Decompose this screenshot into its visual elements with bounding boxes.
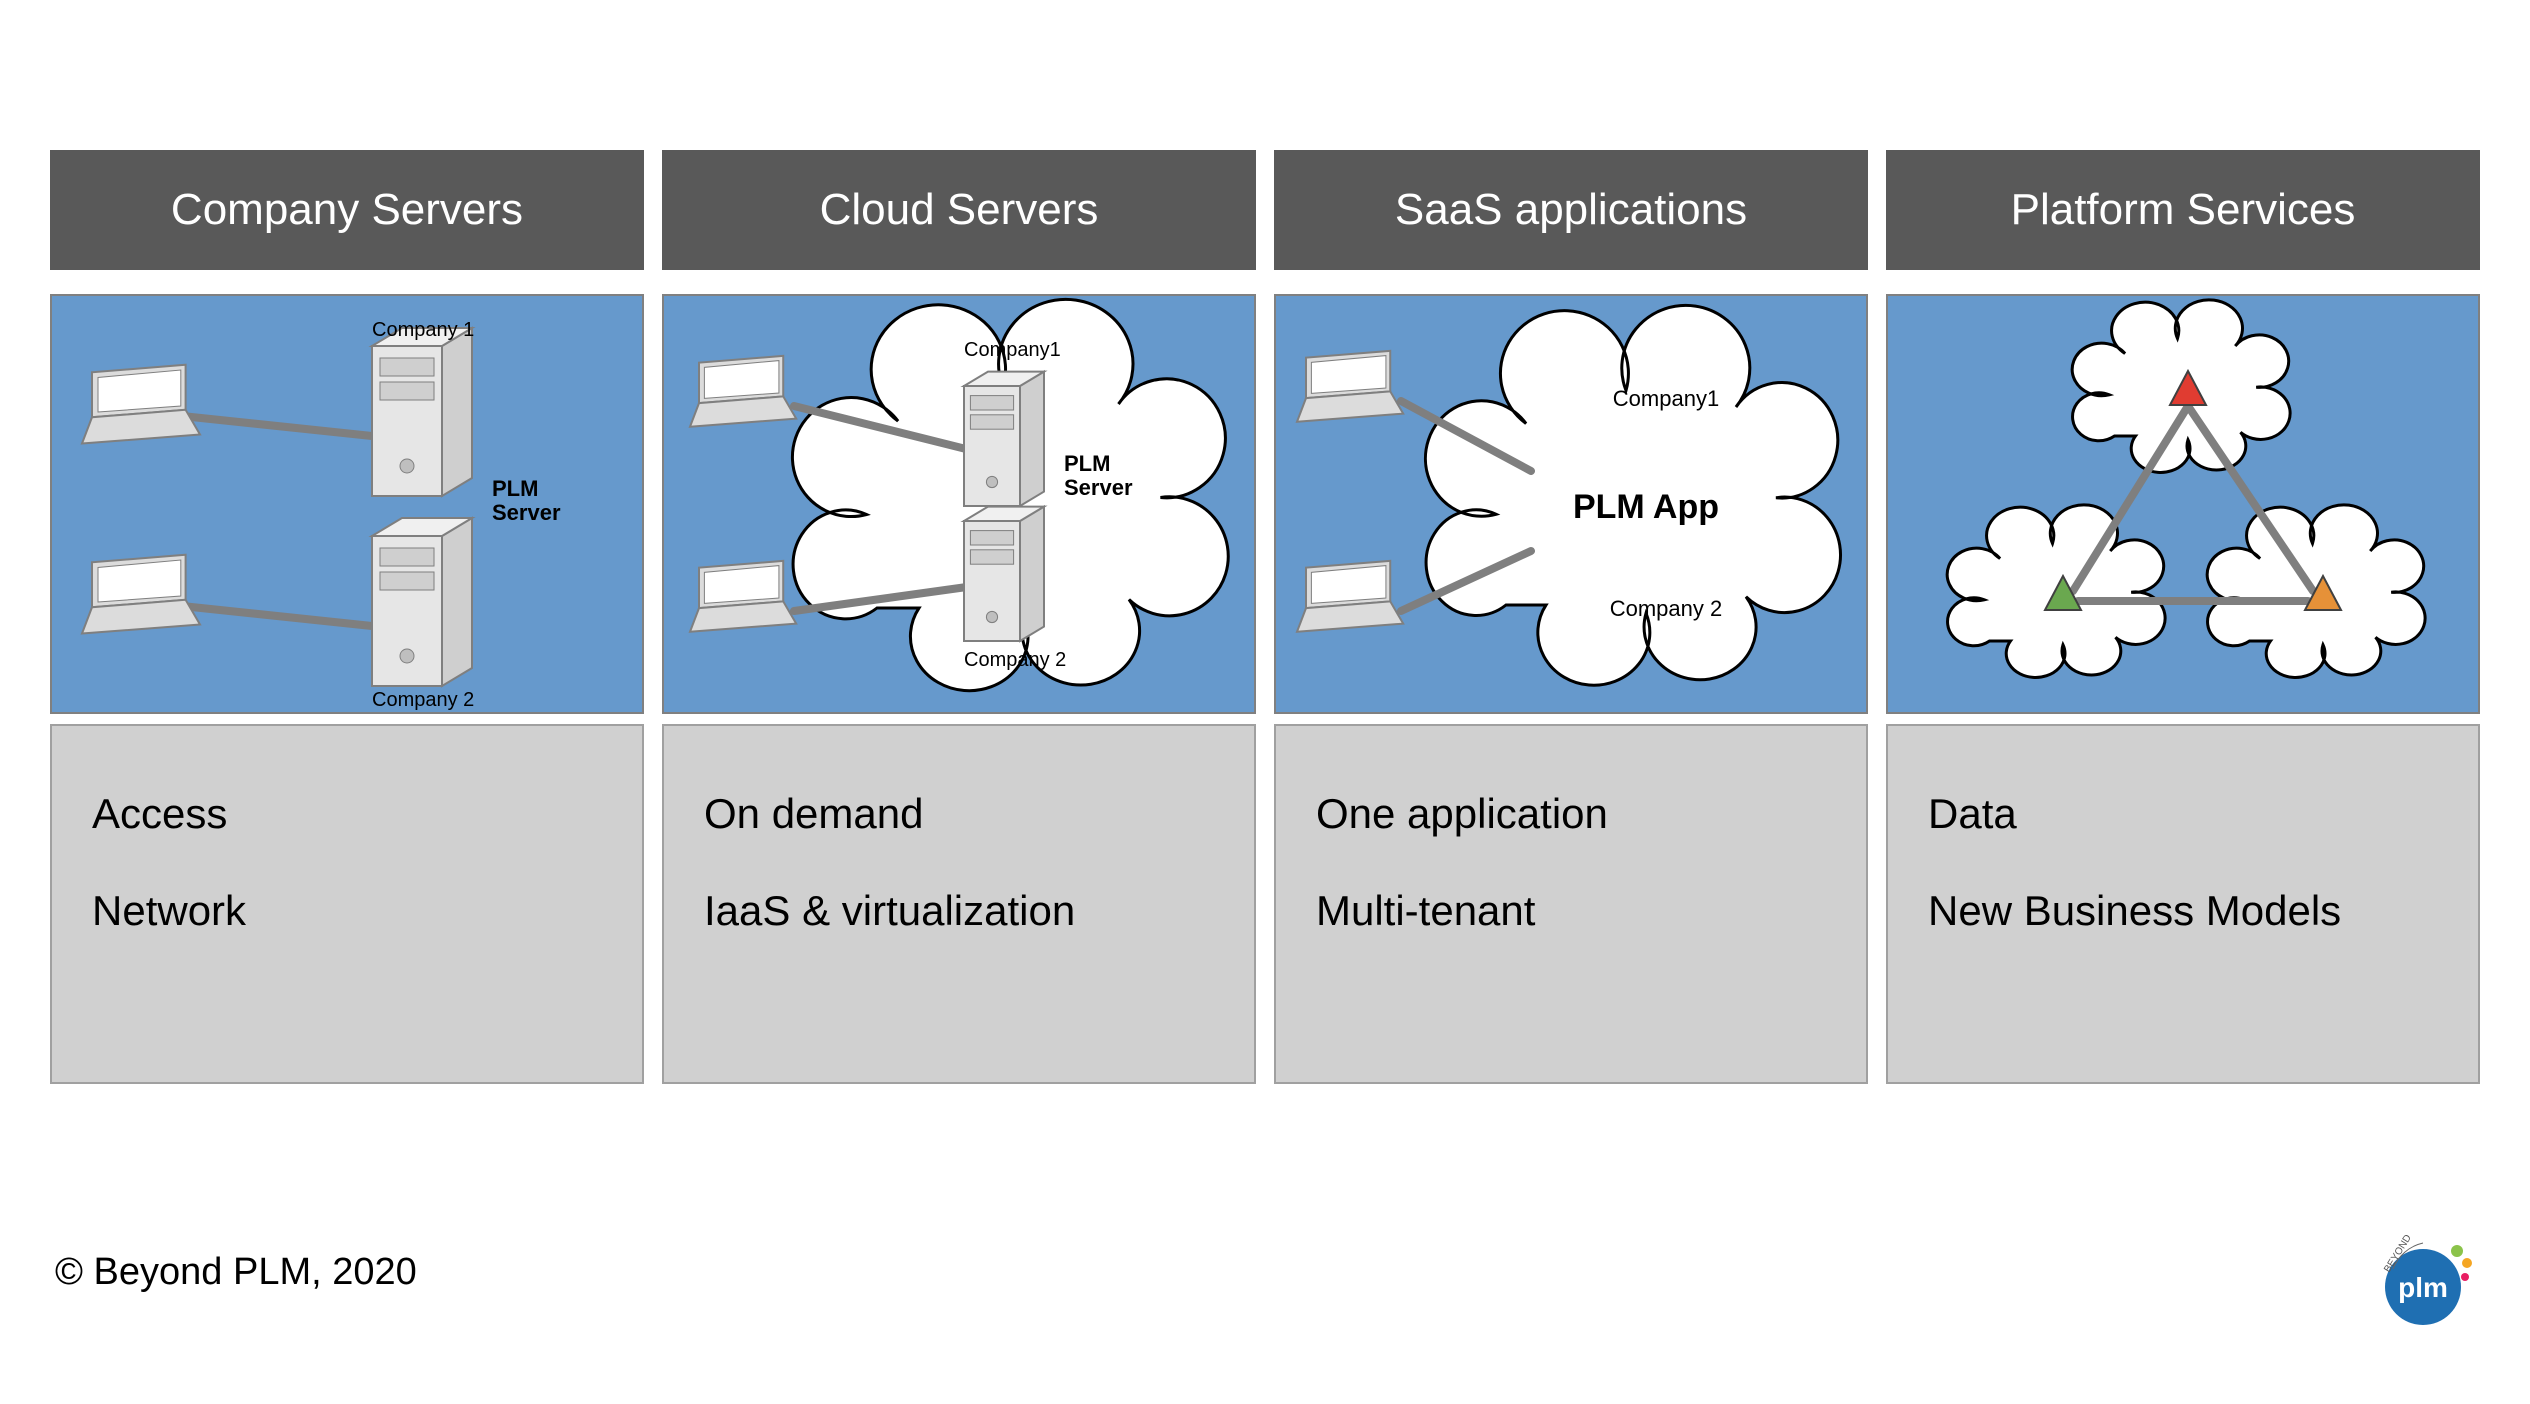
laptop-icon (690, 561, 796, 632)
desc-line: One application (1316, 766, 1826, 863)
illustration-row: Company 1Company 2PLMServer Company1Comp… (50, 294, 2480, 714)
illus-cloud-servers: Company1 Company 2 PLMServer (662, 294, 1256, 714)
laptop-icon (82, 555, 200, 634)
server-icon (964, 507, 1044, 641)
illus-company-servers: Company 1 Company 2 PLMServer (50, 294, 644, 714)
svg-text:Server: Server (492, 500, 561, 525)
svg-text:plm: plm (2398, 1272, 2448, 1303)
desc-line: Data (1928, 766, 2438, 863)
desc-line: Access (92, 766, 602, 863)
beyond-plm-logo: plmBEYOND (2375, 1229, 2475, 1329)
svg-text:Company 2: Company 2 (1610, 596, 1723, 621)
header-cloud-servers: Cloud Servers (662, 150, 1256, 270)
svg-text:Server: Server (1064, 475, 1133, 500)
header-company-servers: Company Servers (50, 150, 644, 270)
illus-platform (1886, 294, 2480, 714)
svg-text:PLM: PLM (492, 476, 538, 501)
desc-cloud-servers: On demand IaaS & virtualization (662, 724, 1256, 1084)
svg-text:Company1: Company1 (964, 339, 1061, 361)
server-icon (964, 372, 1044, 506)
desc-platform: Data New Business Models (1886, 724, 2480, 1084)
description-row: Access Network On demand IaaS & virtuali… (50, 724, 2480, 1084)
server-icon (372, 518, 472, 686)
desc-line: Multi-tenant (1316, 863, 1826, 960)
desc-line: Network (92, 863, 602, 960)
server-icon (372, 328, 472, 496)
svg-text:Company1: Company1 (1613, 386, 1719, 411)
svg-text:Company 2: Company 2 (964, 649, 1066, 671)
svg-text:PLM: PLM (1064, 451, 1110, 476)
header-row: Company Servers Cloud Servers SaaS appli… (50, 150, 2480, 270)
desc-company-servers: Access Network (50, 724, 644, 1084)
plm-evolution-diagram: Company Servers Cloud Servers SaaS appli… (50, 150, 2480, 1084)
desc-line: New Business Models (1928, 863, 2438, 960)
laptop-icon (1297, 561, 1403, 632)
svg-text:Company 1: Company 1 (372, 319, 474, 341)
header-platform: Platform Services (1886, 150, 2480, 270)
illus-saas: Company1 Company 2 PLM App (1274, 294, 1868, 714)
svg-text:Company 2: Company 2 (372, 689, 474, 711)
svg-text:PLM App: PLM App (1573, 488, 1719, 526)
laptop-icon (690, 356, 796, 427)
desc-line: On demand (704, 766, 1214, 863)
laptop-icon (1297, 351, 1403, 422)
desc-line: IaaS & virtualization (704, 863, 1214, 960)
copyright-text: © Beyond PLM, 2020 (55, 1251, 417, 1294)
header-saas: SaaS applications (1274, 150, 1868, 270)
desc-saas: One application Multi-tenant (1274, 724, 1868, 1084)
laptop-icon (82, 365, 200, 444)
